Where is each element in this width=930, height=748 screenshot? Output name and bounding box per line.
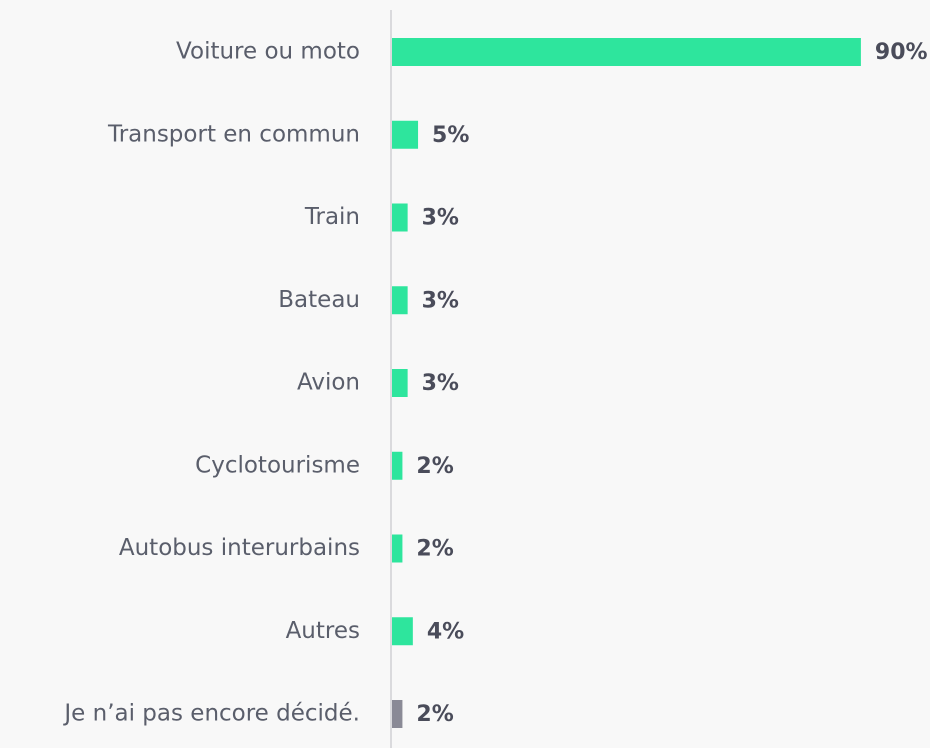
value-label: 2% — [416, 702, 453, 727]
category-label: Bateau — [278, 287, 360, 313]
category-label: Transport en commun — [107, 121, 360, 147]
value-label: 3% — [422, 206, 459, 231]
value-label: 4% — [427, 619, 464, 644]
value-label: 3% — [422, 288, 459, 313]
value-label: 3% — [422, 371, 459, 396]
category-label: Voiture ou moto — [176, 39, 360, 65]
value-label: 90% — [875, 40, 928, 65]
value-label: 2% — [416, 537, 453, 562]
bar — [392, 38, 861, 66]
bar — [392, 203, 408, 232]
value-label: 2% — [416, 454, 453, 479]
bar — [392, 451, 403, 480]
bar — [392, 369, 408, 397]
bar — [392, 617, 413, 646]
category-label: Je n’ai pas encore décidé. — [62, 701, 360, 727]
bar — [392, 286, 408, 315]
bar — [392, 534, 403, 563]
category-label: Autres — [286, 618, 360, 644]
category-label: Train — [304, 204, 360, 230]
bar — [392, 120, 419, 149]
bar — [392, 700, 403, 728]
value-label: 5% — [432, 123, 469, 148]
category-label: Cyclotourisme — [195, 452, 360, 478]
category-label: Autobus interurbains — [119, 535, 360, 561]
category-label: Avion — [297, 370, 360, 396]
